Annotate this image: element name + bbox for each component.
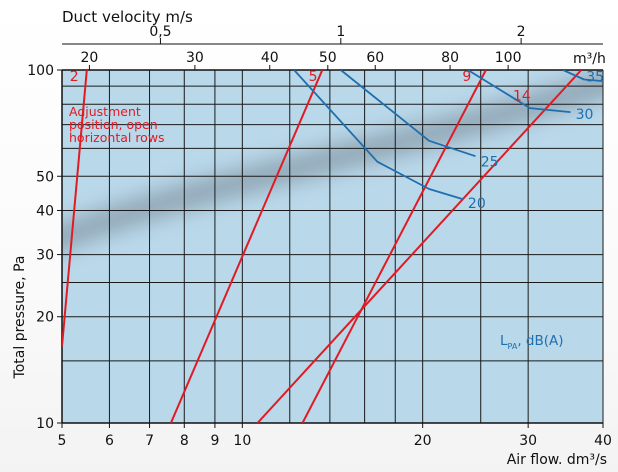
x-tick-label-6: 6	[105, 433, 114, 449]
x-tick-label-5: 5	[58, 433, 67, 449]
adjustment-lines	[62, 70, 583, 423]
adjustment-line-14	[256, 70, 583, 423]
sound-label-35: 35	[586, 69, 604, 85]
x-tick-label-30: 30	[519, 433, 537, 449]
y-tick-label-10: 10	[36, 416, 54, 432]
adjustment-line-2	[62, 70, 88, 347]
y-tick-label-50: 50	[36, 169, 54, 185]
grid-lines	[61, 69, 604, 424]
top-tick-label-2: 2	[517, 24, 526, 40]
adjustment-line-9	[301, 70, 487, 423]
x-tick-label-40: 40	[594, 433, 612, 449]
shadow-band	[62, 70, 603, 251]
sound-label-20: 20	[468, 196, 486, 212]
sound-line-35	[562, 70, 603, 82]
adjustment-label-9: 9	[462, 69, 471, 85]
adjustment-label-14: 14	[513, 88, 531, 104]
adjustment-note-line-1: position, open	[69, 117, 158, 132]
y-tick-label-20: 20	[36, 310, 54, 326]
m3h-tick-label-30: 30	[186, 50, 204, 66]
adjustment-line-5	[169, 70, 324, 423]
adjustment-label-5: 5	[309, 69, 318, 85]
sound-line-25	[340, 70, 476, 158]
sound-label-30: 30	[576, 107, 594, 123]
sound-label-main: L	[500, 333, 508, 349]
y-tick-label-100: 100	[27, 63, 54, 79]
adjustment-label-2: 2	[70, 69, 79, 85]
m3h-tick-label-80: 80	[441, 50, 459, 66]
sound-level-label: LPA, dB(A)	[500, 333, 564, 351]
adjustment-note-line-2: horizontal rows	[69, 130, 165, 145]
m3h-tick-label-60: 60	[366, 50, 384, 66]
y-axis-label: Total pressure, Pa	[12, 256, 28, 380]
m3h-tick-label-50: 50	[319, 50, 337, 66]
adjustment-note-line-0: Adjustment	[69, 104, 141, 119]
sound-label-25: 25	[481, 155, 499, 171]
m3h-tick-label-20: 20	[80, 50, 98, 66]
m3h-ticks: 20 30 40 50 60 80 100	[80, 50, 521, 70]
sound-level-lines	[293, 70, 603, 201]
m3h-tick-label-40: 40	[261, 50, 279, 66]
y-tick-label-40: 40	[36, 203, 54, 219]
x-tick-label-20: 20	[414, 433, 432, 449]
top-tick-label-0: 0,5	[149, 24, 171, 40]
top-axis-title: Duct velocity m/s	[62, 8, 193, 26]
x-tick-label-7: 7	[145, 433, 154, 449]
m3h-unit: m³/h	[573, 51, 606, 67]
x-axis-ticks: 5 6 7 8 9 10 20 30 40	[58, 423, 612, 449]
sound-label-rest: , dB(A)	[517, 333, 563, 349]
adjustment-note: Adjustment position, open horizontal rows	[69, 104, 165, 145]
x-tick-label-8: 8	[180, 433, 189, 449]
sound-label-sub: PA	[508, 342, 518, 351]
top-tick-label-1: 1	[336, 24, 345, 40]
sound-line-20	[293, 70, 464, 201]
y-tick-label-30: 30	[36, 248, 54, 264]
x-axis-label: Air flow. dm³/s	[507, 452, 607, 468]
x-tick-label-10: 10	[233, 433, 251, 449]
y-axis-ticks: 10 20 30 40 50 100	[27, 63, 62, 432]
m3h-tick-label-100: 100	[495, 50, 522, 66]
x-tick-label-9: 9	[210, 433, 219, 449]
sound-line-30	[467, 70, 571, 113]
top-axis-ticks: 0,5123	[149, 24, 526, 44]
